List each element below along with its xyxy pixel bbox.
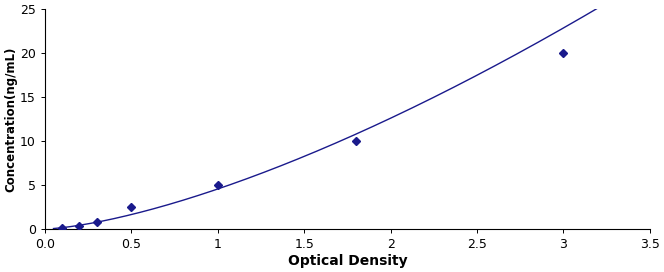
X-axis label: Optical Density: Optical Density bbox=[288, 254, 407, 268]
Y-axis label: Concentration(ng/mL): Concentration(ng/mL) bbox=[4, 47, 17, 192]
